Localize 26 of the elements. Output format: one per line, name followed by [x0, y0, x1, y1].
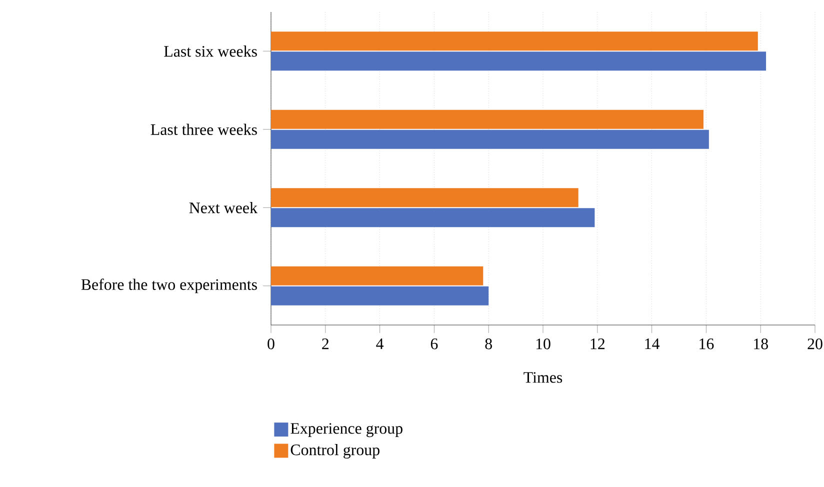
x-tick-label: 8	[485, 338, 492, 350]
bar	[271, 188, 578, 208]
bar	[271, 266, 484, 286]
bar	[271, 208, 595, 228]
legend-label: Control group	[290, 444, 380, 459]
y-tick-label: Next week	[189, 202, 258, 214]
bar	[271, 52, 766, 71]
x-tick-label: 18	[754, 338, 768, 350]
bar	[271, 286, 489, 306]
bar	[271, 130, 709, 149]
x-tick-label: 10	[536, 338, 550, 350]
bar	[271, 32, 758, 51]
x-tick-label: 0	[268, 338, 274, 350]
x-tick-label: 14	[645, 338, 660, 350]
x-tick-label: 20	[808, 338, 822, 350]
x-axis-title: Times	[524, 372, 562, 383]
x-tick-label: 6	[430, 338, 438, 350]
y-tick-label: Before the two experiments	[81, 278, 257, 294]
legend-label: Experience group	[290, 423, 402, 438]
y-tick-label: Last three weeks	[150, 124, 257, 135]
x-tick-label: 12	[590, 338, 604, 350]
x-tick-label: 16	[700, 338, 714, 350]
bar	[271, 110, 704, 129]
x-tick-label: 4	[376, 338, 384, 350]
x-tick-label: 2	[322, 338, 329, 350]
y-tick-label: Last six weeks	[164, 46, 257, 57]
